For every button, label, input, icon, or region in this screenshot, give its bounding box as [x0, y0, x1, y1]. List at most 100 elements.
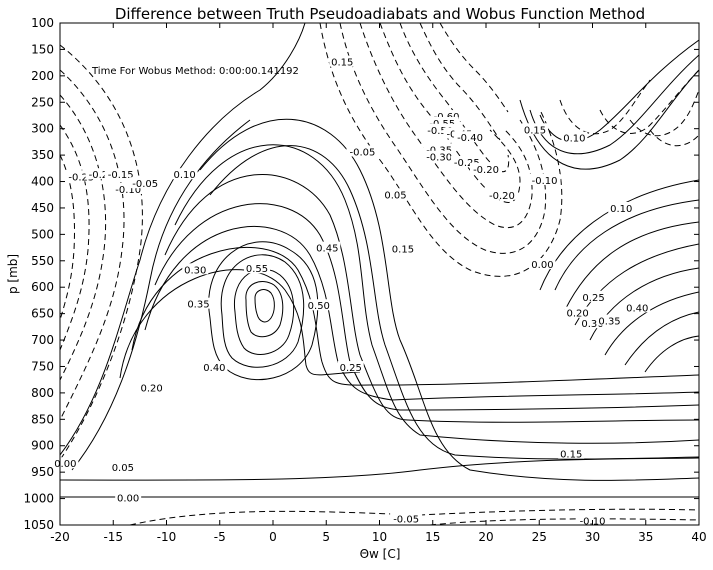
y-tick-label: 400 — [31, 175, 54, 189]
contour-label: -0.50 — [427, 126, 453, 137]
x-tick-label: -10 — [157, 530, 177, 544]
contour-label-bg — [390, 512, 423, 524]
contour-label-bg — [115, 491, 142, 503]
x-tick-label: 20 — [478, 530, 493, 544]
contour-label: -0.30 — [426, 153, 452, 164]
contour-label: -0.20 — [473, 165, 499, 176]
x-tick-label: -15 — [103, 530, 123, 544]
contour-label: 0.40 — [626, 303, 648, 314]
contour-label-bg — [314, 241, 341, 253]
contour-label: 0.35 — [187, 300, 209, 311]
contour-label-bg — [579, 317, 606, 329]
contour-labels: 0.15-0.60-0.55-0.50-0.45-0.40-0.35-0.30-… — [52, 55, 651, 527]
contour-label: 0.35 — [598, 317, 620, 328]
y-axis-label: p [mb] — [6, 254, 20, 294]
contour-label-bg — [450, 156, 483, 168]
x-tick-label: -20 — [50, 530, 70, 544]
contour-label-bg — [201, 361, 228, 373]
contour-label: -0.05 — [132, 179, 158, 190]
contour-label-bg — [423, 143, 456, 155]
timing-annotation: Time For Wobus Method: 0:00:00.141192 — [91, 66, 299, 77]
contour-label-bg — [423, 150, 456, 162]
contour-label-bg — [244, 262, 271, 274]
y-tick-label: 450 — [31, 201, 54, 215]
x-axis-label: Θw [C] — [360, 547, 401, 561]
contour-label-bg — [424, 123, 457, 135]
contour-label: 0.10 — [610, 204, 632, 215]
y-tick-label: 150 — [31, 42, 54, 56]
contour-label: 0.20 — [566, 309, 588, 320]
contour-label-bg — [454, 131, 487, 143]
contour-label-bg — [564, 306, 591, 318]
contour-label: 0.00 — [54, 459, 76, 470]
y-tick-label: 100 — [31, 16, 54, 30]
contour-label: 0.15 — [560, 450, 582, 461]
contour-label-bg — [576, 514, 609, 526]
x-tick-label: 0 — [269, 530, 277, 544]
contour-label: -0.25 — [454, 158, 480, 169]
contour-label-bg — [65, 170, 98, 182]
contour-label-bg — [608, 202, 635, 214]
x-tick-label: 30 — [585, 530, 600, 544]
contour-label: -0.20 — [89, 170, 115, 181]
contour-lines — [60, 23, 699, 498]
contour-label: 0.15 — [524, 125, 546, 136]
y-tick-label: 850 — [31, 412, 54, 426]
y-tick-label: 200 — [31, 69, 54, 83]
contour-label-bg — [85, 168, 118, 180]
contour-label-bg — [52, 457, 79, 469]
contour-label-bg — [185, 297, 212, 309]
contour-label: 0.25 — [340, 363, 362, 374]
contour-label-bg — [430, 110, 463, 122]
contour-label: 0.15 — [331, 58, 353, 69]
y-tick-label: 250 — [31, 95, 54, 109]
x-tick-label: 5 — [322, 530, 330, 544]
contour-label-bg — [138, 381, 165, 393]
contour-label-bg — [305, 299, 332, 311]
contour-label-bg — [580, 290, 607, 302]
contour-label-bg — [382, 188, 409, 200]
x-tick-label: 35 — [638, 530, 653, 544]
contour-label-bg — [624, 301, 651, 313]
y-tick-label: 700 — [31, 333, 54, 347]
contour-label: 0.05 — [112, 463, 134, 474]
contour-label: -0.10 — [115, 185, 141, 196]
contour-label: -0.10 — [532, 176, 558, 187]
y-tick-label: 300 — [31, 122, 54, 136]
contour-label: -0.40 — [457, 133, 483, 144]
contour-label-bg — [337, 361, 364, 373]
x-axis-ticks: -20 -15 -10 -5 0 5 10 15 20 25 30 35 40 — [50, 23, 707, 544]
contour-label: -0.15 — [108, 170, 134, 181]
y-tick-label: 500 — [31, 227, 54, 241]
y-tick-label: 350 — [31, 148, 54, 162]
contour-label: 0.30 — [581, 319, 603, 330]
contour-label-bg — [104, 168, 137, 180]
contour-label: 0.40 — [203, 363, 225, 374]
contour-label: -0.20 — [489, 191, 515, 202]
contour-label-bg — [171, 168, 198, 180]
contour-label: 0.00 — [531, 260, 553, 271]
contour-label: 0.30 — [184, 265, 206, 276]
y-tick-label: 1000 — [23, 492, 54, 506]
contour-label: 0.55 — [246, 264, 268, 275]
contour-label: 0.10 — [173, 170, 195, 181]
contour-label: 0.50 — [308, 301, 330, 312]
y-tick-label: 750 — [31, 359, 54, 373]
contour-label-bg — [529, 258, 556, 270]
contour-label-bg — [470, 162, 502, 174]
contour-label: -0.05 — [393, 515, 419, 526]
y-tick-label: 1050 — [23, 518, 54, 532]
contour-label: 0.05 — [384, 190, 406, 201]
contour-label-bg — [561, 131, 588, 143]
contour-label: 0.00 — [117, 494, 139, 505]
contour-label-bg — [389, 242, 416, 254]
contour-label-bg — [329, 55, 356, 67]
contour-label: 0.45 — [316, 244, 338, 255]
contour-label: 0.15 — [392, 245, 414, 256]
contour-label-bg — [112, 182, 145, 194]
chart-title: Difference between Truth Pseudoadiabats … — [115, 5, 645, 23]
y-tick-label: 650 — [31, 307, 54, 321]
y-tick-label: 900 — [31, 439, 54, 453]
contour-label-bg — [558, 447, 585, 459]
